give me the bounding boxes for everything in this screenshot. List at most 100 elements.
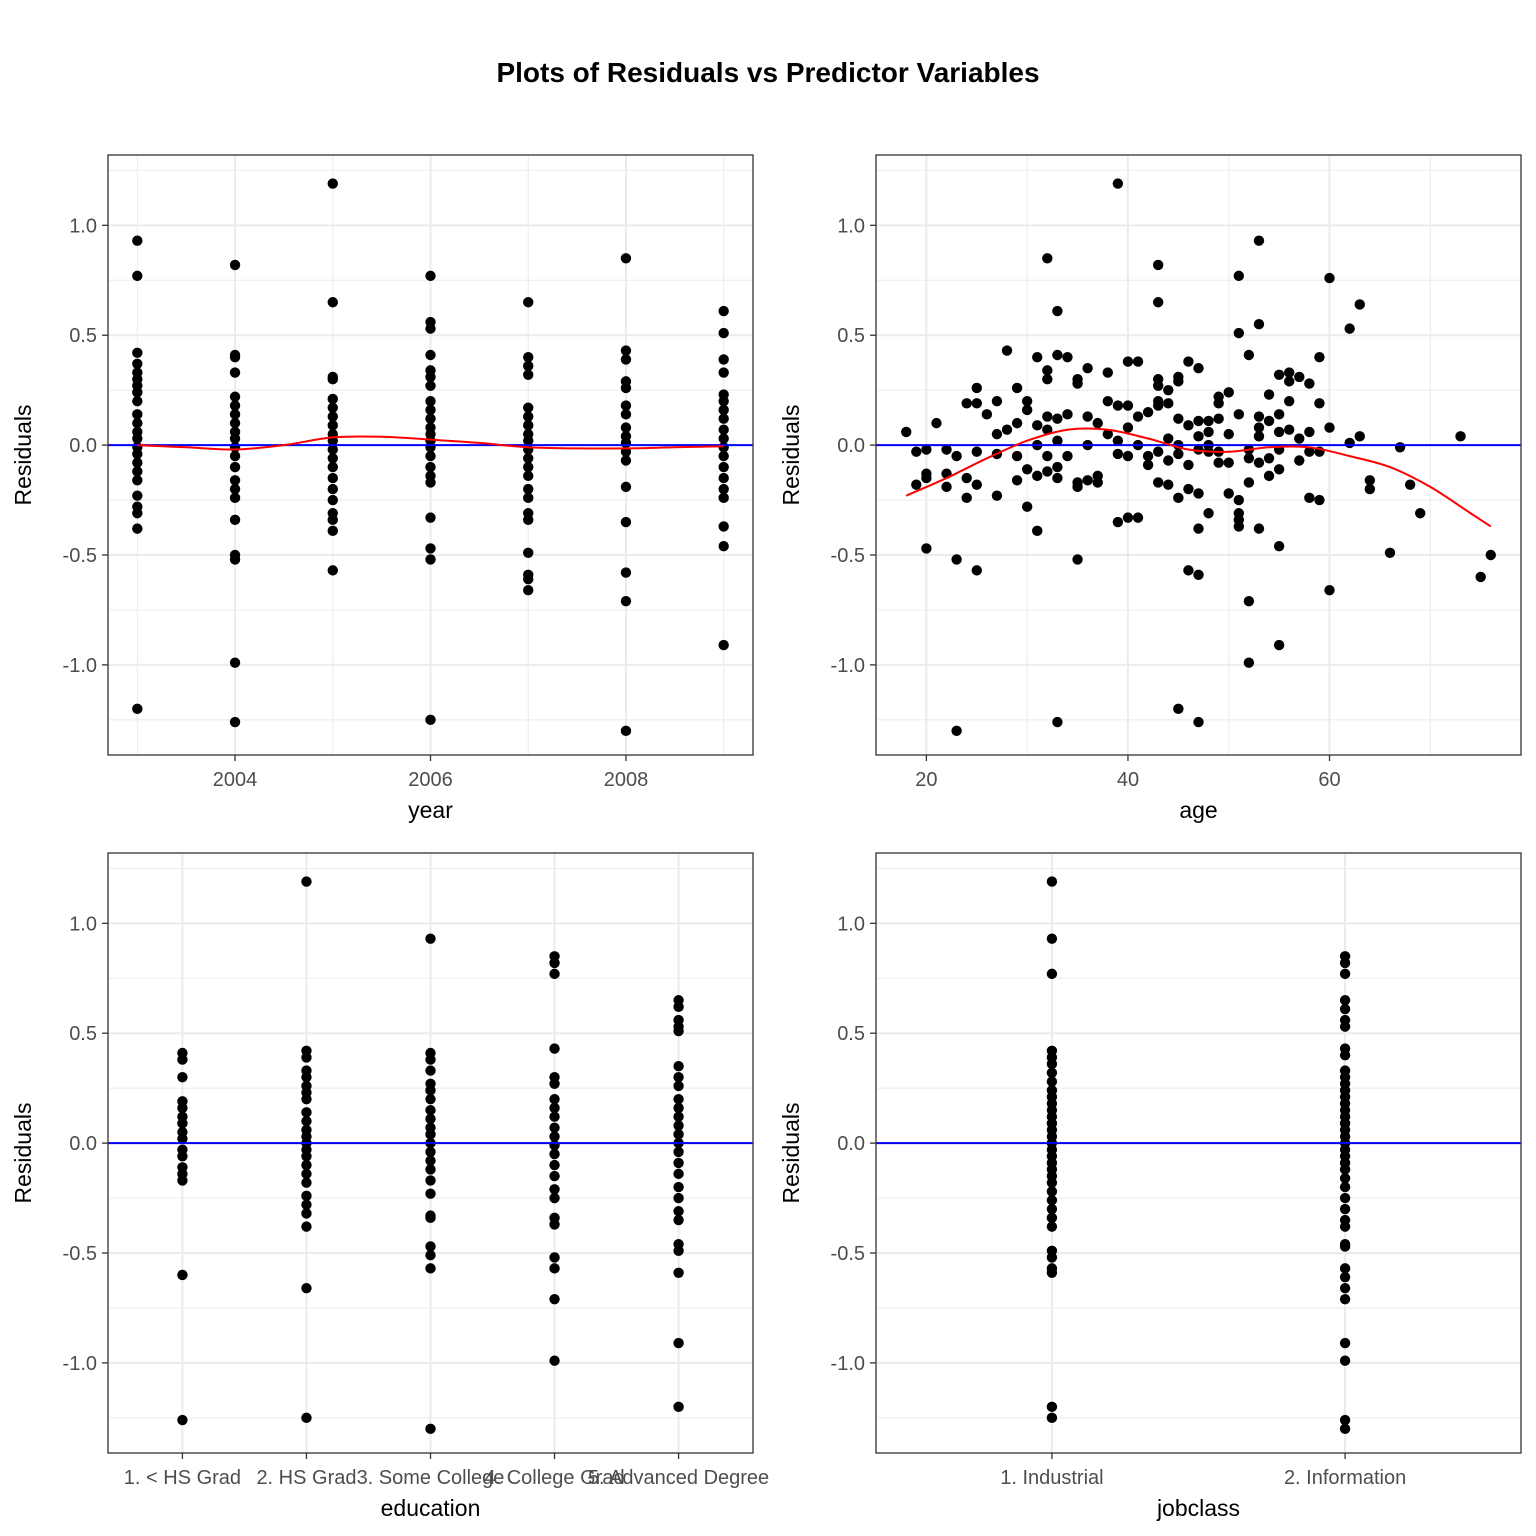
data-point [327,444,338,455]
data-point [1032,420,1043,431]
data-point [718,367,729,378]
data-point [1339,1282,1351,1294]
data-point [229,492,241,504]
data-point [673,1157,684,1169]
x-tick-label: 2. Information [1284,1467,1406,1489]
data-point [425,714,436,726]
data-point [425,323,436,334]
data-point [1152,477,1164,488]
data-point [1233,327,1245,339]
data-point [718,521,729,532]
data-point [301,1115,312,1127]
data-point [1339,1181,1351,1193]
data-point [425,1175,436,1186]
y-axis-title: Residuals [10,405,36,506]
data-point [1263,470,1275,482]
data-point [1263,453,1275,464]
data-point [1193,415,1204,427]
data-point [425,1085,436,1096]
data-point [971,382,982,394]
y-tick-label: 0.0 [69,435,97,457]
data-point [132,270,143,282]
data-point [229,450,241,462]
data-point [549,1355,560,1366]
data-point [1233,409,1245,420]
data-point [1339,1021,1351,1032]
data-point [1046,1195,1058,1206]
data-point [1273,426,1285,438]
data-point [229,351,241,363]
data-point [301,1052,312,1063]
data-point [1062,450,1073,462]
y-tick-label: 0.0 [69,1133,97,1155]
data-point [911,479,922,490]
data-point [1193,569,1204,580]
data-point [1344,437,1355,449]
data-point [1173,448,1184,460]
data-point [718,541,729,552]
data-point [425,404,436,416]
data-point [327,393,338,405]
data-point [1304,378,1315,389]
y-tick-label: 0.0 [837,435,865,457]
data-point [1183,459,1194,471]
data-point [132,703,143,715]
data-point [1339,957,1351,969]
data-point [961,472,972,484]
data-point [1354,431,1365,442]
data-point [1394,442,1406,453]
data-point [1344,323,1355,334]
data-point [1112,400,1124,411]
data-point [523,453,534,464]
data-point [1304,446,1315,457]
data-point [301,1159,312,1171]
data-point [1233,494,1245,506]
data-point [1092,477,1103,488]
x-tick-label: 2008 [604,769,649,791]
data-point [620,354,632,365]
data-point [132,475,143,486]
x-tick-label: 60 [1318,769,1340,791]
data-point [425,1113,436,1125]
data-point [1132,512,1144,523]
data-point [1284,367,1295,378]
data-point [549,1184,560,1195]
data-point [425,1093,436,1105]
data-point [1046,1067,1058,1078]
y-tick-label: -0.5 [63,1243,97,1265]
data-point [1122,512,1134,523]
data-point [1001,424,1013,435]
data-point [1339,1423,1351,1435]
data-point [132,508,143,519]
x-axis-title: age [1179,797,1217,823]
data-point [425,270,436,282]
data-point [1193,444,1204,455]
data-point [673,1111,684,1122]
data-point [229,514,241,526]
data-point [1173,703,1184,715]
data-point [673,1214,684,1226]
data-point [425,933,436,944]
x-tick-label: 20 [915,769,937,791]
data-point [620,400,632,411]
data-point [425,512,436,523]
data-point [327,297,338,308]
data-point [1455,431,1466,442]
data-point [132,417,143,429]
y-tick-label: 0.5 [69,1023,97,1045]
data-point [1294,433,1305,444]
data-point [1173,376,1184,387]
data-point [673,1192,684,1204]
y-tick-label: -1.0 [831,655,865,677]
data-point [1193,488,1204,499]
data-point [1046,876,1058,887]
data-point [1042,253,1053,264]
data-point [425,461,436,473]
data-point [1112,448,1124,460]
data-point [523,402,534,413]
data-point [620,595,632,607]
data-point [951,725,962,737]
data-point [523,351,534,363]
data-point [1173,492,1184,504]
data-point [1415,508,1426,519]
